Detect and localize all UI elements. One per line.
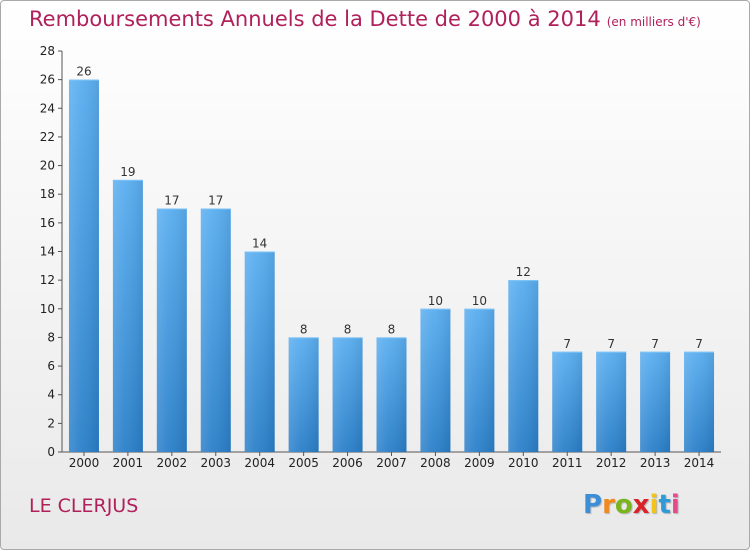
y-tick-label: 16 — [40, 216, 55, 230]
bar-value-label: 8 — [344, 322, 352, 336]
y-tick-label: 28 — [40, 44, 55, 58]
bar-value-label: 8 — [300, 322, 308, 336]
bar-shine — [68, 79, 99, 453]
bar-shine — [640, 351, 671, 452]
x-tick-label: 2005 — [288, 456, 319, 470]
bar-value-label: 17 — [164, 194, 179, 208]
commune-name: LE CLERJUS — [29, 495, 139, 517]
y-tick-label: 24 — [40, 101, 55, 115]
y-tick-label: 14 — [40, 245, 55, 259]
bar-shine — [552, 351, 583, 452]
y-tick-label: 8 — [47, 330, 55, 344]
x-tick-label: 2014 — [684, 456, 715, 470]
y-tick-label: 6 — [47, 359, 55, 373]
y-tick-label: 4 — [47, 388, 55, 402]
logo-letter: i — [670, 490, 680, 520]
y-tick-label: 20 — [40, 159, 55, 173]
bars — [68, 79, 715, 453]
bar-value-label: 7 — [563, 337, 571, 351]
logo-letter: x — [632, 490, 650, 520]
bar-shine — [156, 208, 187, 452]
value-labels: 26 19 17 17 14 8 8 8 10 10 12 7 7 7 7 — [76, 65, 703, 351]
bar-shine — [684, 351, 715, 452]
bar-value-label: 12 — [516, 265, 531, 279]
y-tick-label: 0 — [47, 445, 55, 459]
x-tick-label: 2007 — [376, 456, 407, 470]
logo-letter: o — [614, 490, 633, 520]
x-tick-label: 2008 — [420, 456, 451, 470]
y-tick-label: 2 — [47, 416, 55, 430]
x-tick-label: 2011 — [552, 456, 583, 470]
logo-letter: t — [658, 490, 671, 520]
bar-shine — [508, 280, 539, 452]
x-tick-label: 2010 — [508, 456, 539, 470]
y-tick-label: 18 — [40, 187, 55, 201]
bar-value-label: 7 — [607, 337, 615, 351]
logo-letter: r — [602, 490, 615, 520]
bar-value-label: 7 — [651, 337, 659, 351]
x-tick-label: 2004 — [244, 456, 275, 470]
proxiti-logo: Proxiti — [583, 490, 680, 520]
bar-shine — [376, 337, 407, 452]
x-tick-label: 2000 — [69, 456, 100, 470]
bar-value-label: 14 — [252, 237, 267, 251]
bar-shine — [596, 351, 627, 452]
x-tick-label: 2002 — [157, 456, 188, 470]
x-tick-label: 2012 — [596, 456, 627, 470]
bar-shine — [420, 308, 451, 452]
y-tick-label: 10 — [40, 302, 55, 316]
bar-value-label: 10 — [472, 294, 487, 308]
logo-letter: P — [583, 490, 603, 520]
logo-letter: i — [649, 490, 659, 520]
x-tick-label: 2006 — [332, 456, 363, 470]
x-tick-label: 2003 — [200, 456, 231, 470]
bar-shine — [332, 337, 363, 452]
y-tick-label: 26 — [40, 73, 55, 87]
bar-value-label: 17 — [208, 194, 223, 208]
bar-shine — [244, 251, 275, 452]
chart-title-text: Remboursements Annuels de la Dette de 20… — [29, 7, 601, 31]
x-tick-label: 2013 — [640, 456, 671, 470]
bar-value-label: 10 — [428, 294, 443, 308]
bar-value-label: 7 — [695, 337, 703, 351]
y-tick-label: 22 — [40, 130, 55, 144]
bar-value-label: 26 — [76, 65, 91, 79]
x-tick-label: 2001 — [113, 456, 144, 470]
bar-value-label: 8 — [388, 322, 396, 336]
chart-title: Remboursements Annuels de la Dette de 20… — [29, 7, 701, 31]
bar-shine — [288, 337, 319, 452]
chart-unit-note: (en milliers d'€) — [606, 15, 701, 29]
bar-value-label: 19 — [120, 165, 135, 179]
bar-shine — [464, 308, 495, 452]
bar-shine — [112, 179, 143, 452]
y-tick-label: 12 — [40, 273, 55, 287]
x-tick-label: 2009 — [464, 456, 495, 470]
bar-shine — [200, 208, 231, 452]
